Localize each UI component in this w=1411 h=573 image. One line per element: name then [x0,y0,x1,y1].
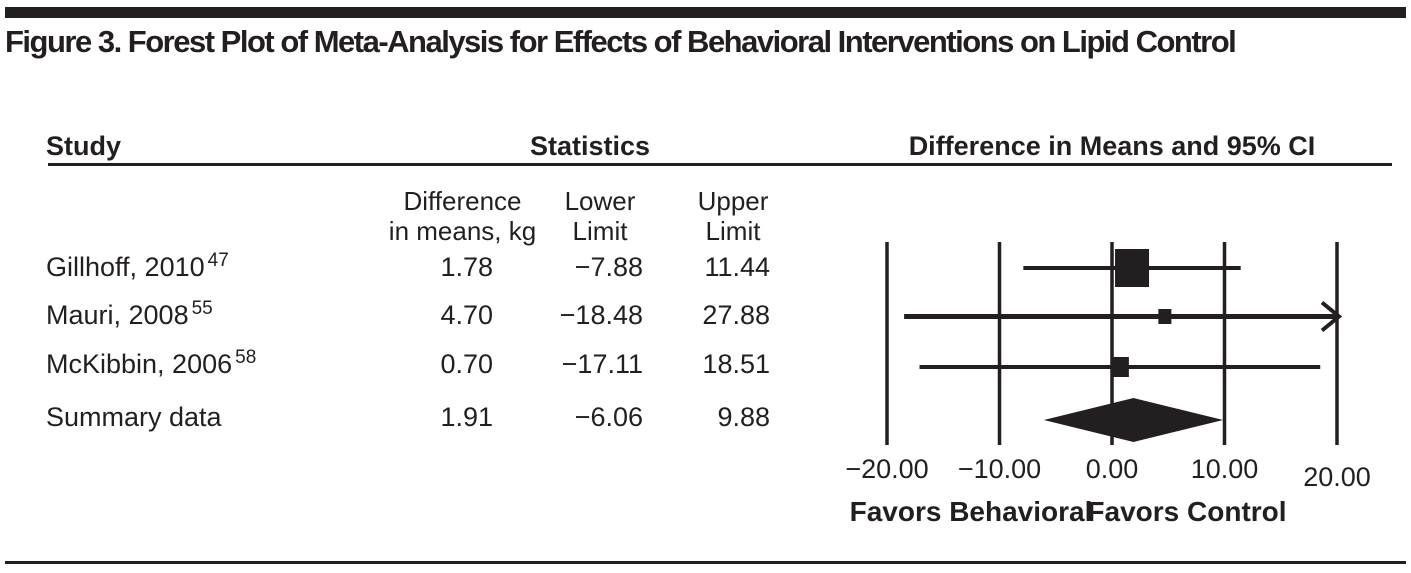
ci-row-2 [904,300,1343,333]
diff-in-means-value: 4.70 [440,300,493,330]
table-row: Gillhoff, 2010 47 1.78 −7.88 11.44 [0,250,1411,286]
table-row: Mauri, 2008 55 4.70 −18.48 27.88 [0,298,1411,334]
reference-superscript: 58 [235,347,257,368]
table-row: Summary data 1.91 −6.06 9.88 [0,402,1411,436]
lower-limit-value: −18.48 [559,300,643,330]
upper-limit-value: 27.88 [702,300,770,330]
lower-limit-value: −7.88 [574,252,643,282]
diff-in-means-value: 1.91 [440,402,493,432]
arrowhead-right [1320,300,1343,333]
subheader-lower-line1: Lower [564,186,636,216]
table-row: McKibbin, 2006 58 0.70 −17.11 18.51 [0,347,1411,383]
subheader-upper: Upper Limit [678,186,788,246]
subheader-upper-line2: Limit [705,216,761,246]
axis-tick-label: 0.00 [1085,454,1139,484]
reference-superscript: 55 [191,298,213,319]
point-estimate-square [1110,357,1129,377]
study-label: Mauri, 2008 55 [46,298,213,330]
point-estimate-square [1158,309,1172,324]
bottom-rule [5,561,1406,564]
subheader-difference: Difference in means, kg [370,186,555,246]
subheader-difference-line1: Difference [403,186,522,216]
upper-limit-value: 9.88 [717,402,770,432]
reference-superscript: 47 [207,250,229,271]
favors-left-label: Favors Behavioral [849,496,1093,527]
column-header-study: Study [46,131,122,161]
diff-in-means-value: 1.78 [440,252,493,282]
upper-limit-value: 11.44 [704,252,770,282]
favors-right-label: Favors Control [1087,496,1287,527]
subheader-lower-line2: Limit [572,216,628,246]
header-rule [48,163,1392,166]
point-estimate-square [1115,249,1150,287]
subheader-upper-line1: Upper [697,186,769,216]
study-label: Gillhoff, 2010 47 [46,250,229,282]
top-rule [5,7,1406,18]
subheader-lower: Lower Limit [545,186,655,246]
axis-tick-label: 20.00 [1303,462,1371,492]
lower-limit-value: −6.06 [574,402,643,432]
ci-row-1 [1023,249,1241,287]
diff-in-means-value: 0.70 [440,349,493,379]
subheader-difference-line2: in means, kg [388,216,537,246]
ci-row-3 [919,357,1321,377]
axis-tick-label: −10.00 [957,454,1042,484]
figure-title: Figure 3. Forest Plot of Meta-Analysis f… [5,24,1237,59]
lower-limit-value: −17.11 [561,349,643,379]
axis-tick-label: −20.00 [845,454,929,484]
summary-diamond [1043,398,1224,442]
upper-limit-value: 18.51 [702,349,770,379]
study-label: McKibbin, 2006 58 [46,347,257,379]
study-label: Summary data [46,402,222,432]
axis-tick-label: 10.00 [1190,454,1259,484]
column-header-statistics: Statistics [529,131,651,161]
column-header-ci: Difference in Means and 95% CI [908,131,1316,161]
